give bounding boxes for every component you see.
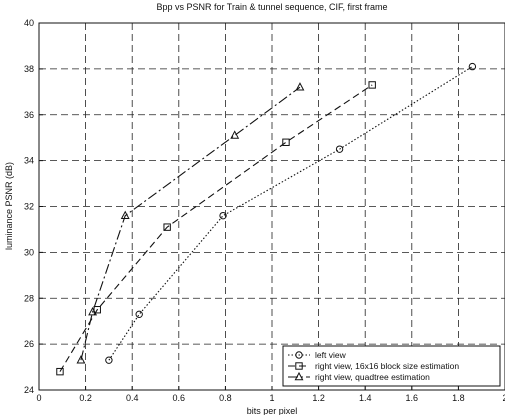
- x-tick-label: 1.4: [359, 393, 372, 403]
- series-1-point: [105, 356, 113, 364]
- y-tick-label: 30: [24, 247, 34, 257]
- series-2-point: [282, 138, 290, 146]
- axis-ticks: 0 0.2 0.4 0.6 0.8 1 1.2 1.4 1.6 1.8 2 24 26 28 30 32 34 3…: [24, 18, 505, 403]
- series-2-point: [163, 223, 171, 231]
- series-2-point: [368, 81, 376, 89]
- legend-box: [282, 345, 501, 387]
- y-tick-label: 24: [24, 385, 34, 395]
- legend-marker: [295, 351, 303, 359]
- x-tick-label: 0: [36, 393, 41, 403]
- legend-entry: left view: [315, 350, 347, 360]
- series-1-point: [335, 145, 344, 153]
- x-tick-label: 0.2: [79, 393, 92, 403]
- series-3-point: [230, 130, 240, 139]
- series-3-point: [88, 306, 98, 316]
- legend-marker: [294, 371, 304, 381]
- x-tick-label: 0.8: [219, 393, 232, 403]
- x-tick-label: 0.4: [126, 393, 139, 403]
- y-tick-label: 36: [24, 110, 34, 120]
- y-tick-label: 40: [24, 18, 34, 28]
- y-tick-label: 38: [24, 64, 34, 74]
- series-1-point: [219, 211, 227, 220]
- y-tick-label: 26: [24, 339, 34, 349]
- y-tick-label: 34: [24, 156, 34, 166]
- series-markers: [56, 62, 477, 376]
- x-axis-label: bits per pixel: [247, 406, 298, 415]
- y-tick-label: 28: [24, 293, 34, 303]
- legend-entry: right view, 16x16 block size estimation: [315, 361, 459, 371]
- series-3-point: [120, 210, 130, 219]
- series-line-3: [80, 86, 301, 361]
- x-tick-label: 1.6: [406, 393, 419, 403]
- y-axis-label: luminance PSNR (dB): [4, 162, 14, 250]
- series-line-2: [59, 84, 373, 372]
- x-tick-label: 0.6: [173, 393, 186, 403]
- x-tick-label: 1: [269, 393, 274, 403]
- plot-frame: [38, 22, 505, 391]
- series-2-point: [56, 367, 64, 376]
- chart-title: Bpp vs PSNR for Train & tunnel sequence,…: [156, 2, 387, 12]
- legend-entry: right view, quadtree estimation: [315, 372, 430, 382]
- series-1-point: [135, 310, 143, 319]
- series-3-point: [76, 355, 86, 364]
- series-1-point: [468, 62, 477, 71]
- series-lines: [59, 66, 473, 372]
- x-tick-label: 2: [502, 393, 505, 403]
- x-tick-label: 1.2: [312, 393, 325, 403]
- grid-lines: [39, 23, 505, 390]
- y-tick-label: 32: [24, 202, 34, 212]
- series-3-point: [295, 82, 305, 91]
- legend-marker: [295, 362, 303, 370]
- x-tick-label: 1.8: [452, 393, 465, 403]
